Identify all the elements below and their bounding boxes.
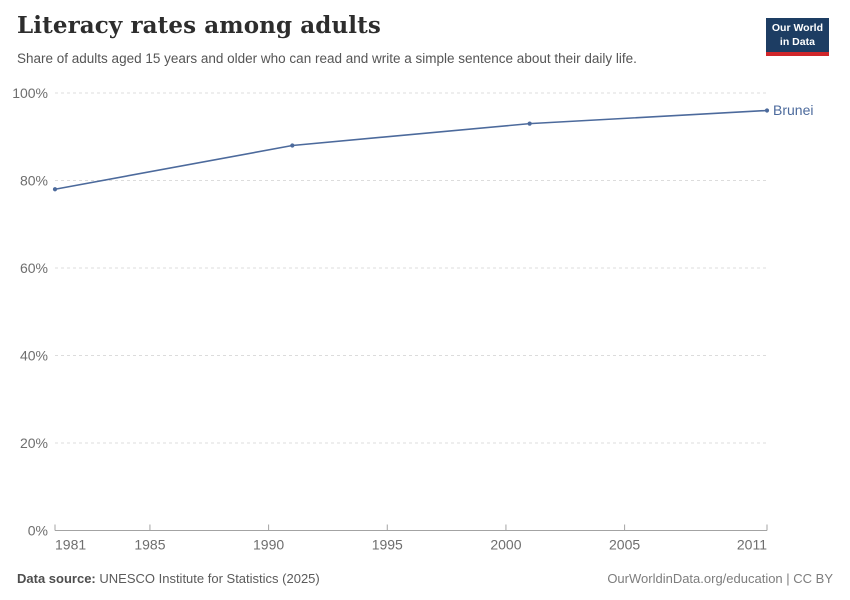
x-axis: 1981 1985 1990 1995 2000 2005 2011 <box>54 524 768 553</box>
data-point[interactable] <box>52 187 58 192</box>
data-source: Data source: UNESCO Institute for Statis… <box>17 571 320 586</box>
x-tick-label: 2011 <box>737 537 767 553</box>
y-tick-label: 40% <box>20 348 48 364</box>
data-source-label: Data source: <box>17 571 96 586</box>
line-series: Brunei <box>52 102 813 192</box>
y-tick-label: 0% <box>28 523 48 539</box>
y-tick-label: 20% <box>20 435 48 451</box>
data-point[interactable] <box>764 108 770 113</box>
x-tick-label: 1990 <box>253 537 284 553</box>
owid-logo[interactable]: Our World in Data <box>765 18 829 57</box>
y-tick-label: 80% <box>20 173 48 189</box>
y-tick-label: 100% <box>12 85 48 101</box>
x-tick-label: 1985 <box>134 537 165 553</box>
chart-footer: Data source: UNESCO Institute for Statis… <box>17 571 833 586</box>
x-tick-label: 1995 <box>372 537 403 553</box>
chart-subtitle: Share of adults aged 15 years and older … <box>17 51 637 66</box>
y-tick-label: 60% <box>20 260 48 276</box>
series-end-label[interactable]: Brunei <box>773 102 813 118</box>
x-tick-label: 2000 <box>490 537 521 553</box>
data-source-text: UNESCO Institute for Statistics (2025) <box>99 571 320 586</box>
x-tick-label: 2005 <box>609 537 640 553</box>
y-gridlines <box>55 92 768 444</box>
owid-logo-line1: Our World <box>771 22 823 34</box>
line-series-path[interactable] <box>54 109 768 191</box>
y-axis-labels: 0% 20% 40% 60% 80% 100% <box>12 85 48 539</box>
page-title: Literacy rates among adults <box>17 12 381 39</box>
data-point[interactable] <box>527 121 532 126</box>
data-point[interactable] <box>290 143 295 148</box>
owid-citation-link[interactable]: OurWorldinData.org/education | CC BY <box>607 571 833 586</box>
x-tick-label: 1981 <box>55 537 86 553</box>
owid-logo-line2: in Data <box>779 35 815 48</box>
